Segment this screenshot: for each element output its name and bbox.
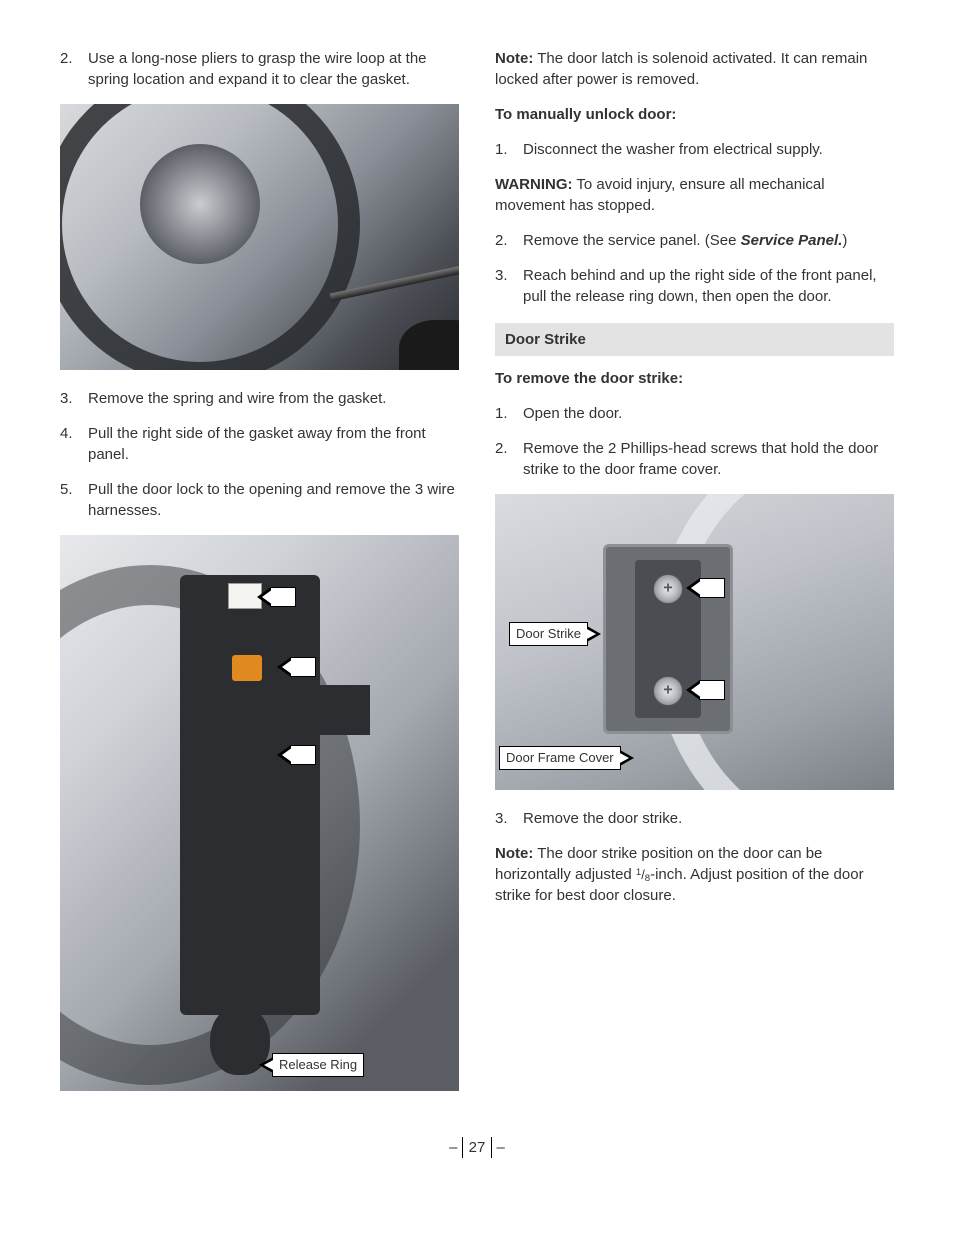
right-column: Note: The door latch is solenoid activat… <box>495 48 894 1109</box>
remove-steps: 1. Open the door. 2. Remove the 2 Philli… <box>495 403 894 480</box>
list-item: 3. Reach behind and up the right side of… <box>495 265 894 307</box>
step-text: Disconnect the washer from electrical su… <box>523 139 894 160</box>
list-item: 4. Pull the right side of the gasket awa… <box>60 423 459 465</box>
remove-steps-after: 3. Remove the door strike. <box>495 808 894 829</box>
subheading: To manually unlock door: <box>495 104 894 125</box>
fraction: 1/8 <box>636 867 650 882</box>
list-item: 5. Pull the door lock to the opening and… <box>60 479 459 521</box>
photo-placeholder <box>60 535 459 1091</box>
arrow-icon <box>290 745 316 765</box>
note-text: The door latch is solenoid activated. It… <box>495 50 867 88</box>
note-label: Note: <box>495 845 533 862</box>
step-text: Remove the service panel. (See Service P… <box>523 230 894 251</box>
step-text: Pull the door lock to the opening and re… <box>88 479 459 521</box>
step-text: Remove the 2 Phillips-head screws that h… <box>523 438 894 480</box>
unlock-steps-a: 1. Disconnect the washer from electrical… <box>495 139 894 160</box>
page-number: 27 <box>462 1137 493 1158</box>
step-number: 2. <box>495 230 523 251</box>
step-text: Use a long-nose pliers to grasp the wire… <box>88 48 459 90</box>
warning-label: WARNING: <box>495 176 573 193</box>
step-text: Remove the door strike. <box>523 808 894 829</box>
step-number: 3. <box>495 808 523 829</box>
step-number: 1. <box>495 403 523 424</box>
note-paragraph: Note: The door latch is solenoid activat… <box>495 48 894 90</box>
list-item: 3. Remove the door strike. <box>495 808 894 829</box>
list-item: 1. Open the door. <box>495 403 894 424</box>
arrow-icon <box>699 680 725 700</box>
left-column: 2. Use a long-nose pliers to grasp the w… <box>60 48 459 1109</box>
step-text: Remove the spring and wire from the gask… <box>88 388 459 409</box>
step-number: 4. <box>60 423 88 465</box>
step-number: 3. <box>60 388 88 409</box>
step-number: 2. <box>495 438 523 480</box>
subheading: To remove the door strike: <box>495 368 894 389</box>
warning-paragraph: WARNING: To avoid injury, ensure all mec… <box>495 174 894 216</box>
arrow-icon <box>270 587 296 607</box>
page-footer: – 27 – <box>60 1137 894 1158</box>
callout-label: Door Strike <box>516 625 581 643</box>
photo-placeholder <box>60 104 459 370</box>
unlock-steps-b: 2. Remove the service panel. (See Servic… <box>495 230 894 307</box>
figure-door-strike: Door Strike Door Frame Cover <box>495 494 894 790</box>
note-paragraph: Note: The door strike position on the do… <box>495 843 894 906</box>
step-text: Open the door. <box>523 403 894 424</box>
list-item: 2. Use a long-nose pliers to grasp the w… <box>60 48 459 90</box>
step-text: Pull the right side of the gasket away f… <box>88 423 459 465</box>
step-number: 2. <box>60 48 88 90</box>
step-number: 3. <box>495 265 523 307</box>
callout-label: Release Ring <box>279 1056 357 1074</box>
step-number: 1. <box>495 139 523 160</box>
arrow-icon <box>699 578 725 598</box>
note-label: Note: <box>495 50 533 67</box>
left-steps-a: 2. Use a long-nose pliers to grasp the w… <box>60 48 459 90</box>
step-number: 5. <box>60 479 88 521</box>
callout-label: Door Frame Cover <box>506 749 614 767</box>
list-item: 1. Disconnect the washer from electrical… <box>495 139 894 160</box>
section-heading-bar: Door Strike <box>495 323 894 356</box>
list-item: 3. Remove the spring and wire from the g… <box>60 388 459 409</box>
arrow-icon <box>290 657 316 677</box>
callout-door-strike: Door Strike <box>509 622 588 646</box>
figure-door-lock: Release Ring <box>60 535 459 1091</box>
left-steps-b: 3. Remove the spring and wire from the g… <box>60 388 459 521</box>
list-item: 2. Remove the 2 Phillips-head screws tha… <box>495 438 894 480</box>
figure-pliers-gasket <box>60 104 459 370</box>
callout-release-ring: Release Ring <box>272 1053 364 1077</box>
callout-door-frame-cover: Door Frame Cover <box>499 746 621 770</box>
step-text: Reach behind and up the right side of th… <box>523 265 894 307</box>
two-column-layout: 2. Use a long-nose pliers to grasp the w… <box>60 48 894 1109</box>
list-item: 2. Remove the service panel. (See Servic… <box>495 230 894 251</box>
